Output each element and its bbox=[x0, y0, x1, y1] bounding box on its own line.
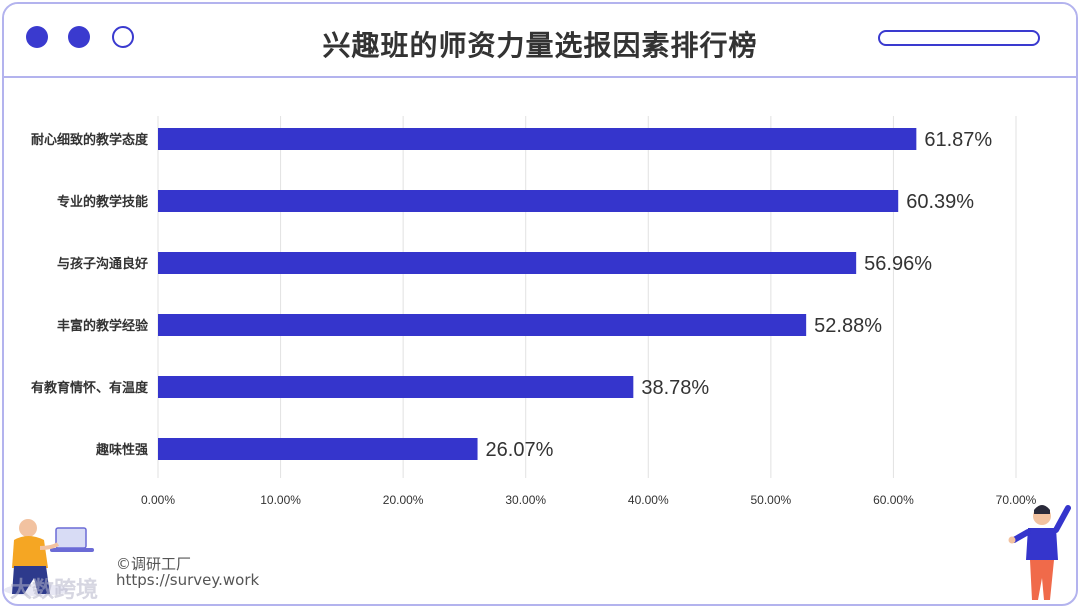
value-label: 60.39% bbox=[906, 191, 974, 213]
bar bbox=[158, 314, 807, 336]
title-bar: 兴趣班的师资力量选报因素排行榜 bbox=[4, 4, 1076, 78]
bar bbox=[158, 190, 899, 212]
copyright-text: ©调研工厂 bbox=[116, 555, 192, 573]
value-label: 56.96% bbox=[864, 253, 932, 275]
x-tick-label: 20.00% bbox=[383, 493, 424, 507]
value-label: 61.87% bbox=[924, 129, 992, 151]
bar bbox=[158, 252, 857, 274]
category-label: 有教育情怀、有温度 bbox=[31, 380, 149, 396]
window-dot-icon bbox=[68, 26, 90, 48]
person-standing-illustration-icon bbox=[1008, 505, 1071, 600]
x-tick-label: 50.00% bbox=[751, 493, 792, 507]
x-tick-label: 0.00% bbox=[141, 493, 175, 507]
value-label: 38.78% bbox=[641, 377, 709, 399]
person-laptop-illustration-icon bbox=[4, 519, 94, 596]
search-pill-icon bbox=[878, 30, 1040, 46]
window-dot-outline-icon bbox=[112, 26, 134, 48]
category-label: 耐心细致的教学态度 bbox=[31, 132, 149, 148]
x-tick-label: 10.00% bbox=[260, 493, 301, 507]
bar bbox=[158, 376, 634, 398]
x-tick-label: 40.00% bbox=[628, 493, 669, 507]
value-label: 26.07% bbox=[486, 439, 554, 461]
category-label: 与孩子沟通良好 bbox=[57, 256, 148, 272]
category-label: 丰富的教学经验 bbox=[57, 318, 149, 334]
window-dot-icon bbox=[26, 26, 48, 48]
category-label: 趣味性强 bbox=[95, 442, 148, 458]
x-tick-label: 70.00% bbox=[996, 493, 1037, 507]
x-tick-label: 60.00% bbox=[873, 493, 914, 507]
category-label: 专业的教学技能 bbox=[57, 194, 148, 210]
page-title: 兴趣班的师资力量选报因素排行榜 bbox=[322, 29, 758, 62]
source-url: https://survey.work bbox=[116, 571, 260, 589]
bar bbox=[158, 438, 478, 460]
value-label: 52.88% bbox=[814, 315, 882, 337]
x-tick-label: 30.00% bbox=[505, 493, 546, 507]
brand-watermark: 大数跨境 bbox=[10, 578, 99, 603]
bar bbox=[158, 128, 917, 150]
